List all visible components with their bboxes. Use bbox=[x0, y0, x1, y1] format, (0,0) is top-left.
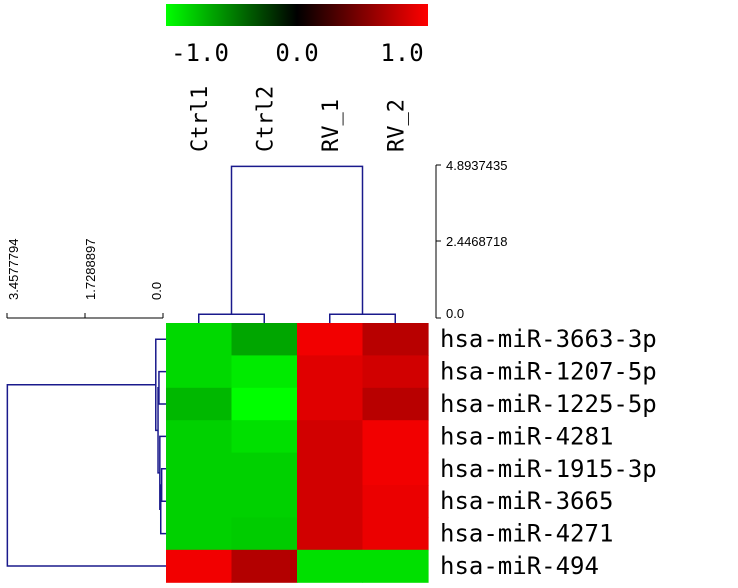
row-dendrogram-link bbox=[159, 435, 166, 511]
column-dendrogram bbox=[198, 165, 396, 323]
heatmap-cell bbox=[166, 323, 233, 356]
heatmap-cell bbox=[362, 485, 429, 518]
heatmap-cell bbox=[362, 323, 429, 356]
column-label: Ctrl1 bbox=[188, 86, 213, 152]
heatmap-cell bbox=[362, 420, 429, 454]
heatmap-cell bbox=[362, 549, 429, 583]
color-scale-tick-min: -1.0 bbox=[171, 39, 229, 67]
heatmap-cell bbox=[231, 549, 298, 583]
column-dendrogram-axis: 4.8937435 2.4468718 0.0 bbox=[435, 158, 507, 321]
row-dendrogram-link bbox=[160, 468, 166, 502]
row-label: hsa-miR-1207-5p bbox=[440, 358, 657, 386]
row-dendrogram-link bbox=[158, 370, 166, 405]
color-scale-tick-mid: 0.0 bbox=[275, 39, 318, 67]
column-label: RV_1 bbox=[319, 99, 344, 152]
heatmap-cell bbox=[166, 420, 233, 454]
color-scale-tick-max: 1.0 bbox=[380, 39, 423, 67]
row-dendrogram-tick-left: 3.4577794 bbox=[6, 239, 21, 300]
row-dendrogram-tick-right: 0.0 bbox=[149, 282, 164, 300]
row-label: hsa-miR-1915-3p bbox=[440, 455, 657, 483]
row-dendrogram bbox=[6, 338, 166, 567]
heatmap-cell bbox=[166, 355, 233, 389]
heatmap-cell bbox=[166, 452, 233, 486]
heatmap-cell bbox=[362, 452, 429, 486]
column-dendrogram-link bbox=[198, 313, 265, 323]
heatmap-cell bbox=[166, 387, 233, 421]
heatmap-cell bbox=[297, 517, 364, 551]
heatmap-cell bbox=[231, 387, 298, 421]
row-label: hsa-miR-494 bbox=[440, 552, 599, 580]
column-dendrogram-tick-mid: 2.4468718 bbox=[446, 234, 507, 249]
heatmap-cell bbox=[166, 517, 233, 551]
heatmap-cell bbox=[297, 387, 364, 421]
row-dendrogram-link bbox=[6, 384, 166, 567]
column-dendrogram-tick-top: 4.8937435 bbox=[446, 158, 507, 173]
heatmap-cell bbox=[362, 387, 429, 421]
heatmap-cell bbox=[231, 485, 298, 518]
color-scale-bar bbox=[166, 4, 428, 26]
heatmap-cell bbox=[166, 485, 233, 518]
row-labels: hsa-miR-3663-3p hsa-miR-1207-5p hsa-miR-12… bbox=[440, 325, 657, 580]
heatmap-cell bbox=[297, 452, 364, 486]
heatmap-cell bbox=[297, 420, 364, 454]
heatmap-cell bbox=[231, 517, 298, 551]
row-label: hsa-miR-1225-5p bbox=[440, 390, 657, 418]
column-label: RV_2 bbox=[384, 99, 409, 152]
row-label: hsa-miR-4271 bbox=[440, 520, 613, 548]
column-dendrogram-tick-bottom: 0.0 bbox=[446, 306, 464, 321]
heatmap-cells bbox=[166, 323, 429, 583]
row-label: hsa-miR-4281 bbox=[440, 422, 613, 450]
heatmap-cell bbox=[231, 420, 298, 454]
column-labels: Ctrl1 Ctrl2 RV_1 RV_2 bbox=[188, 86, 409, 152]
row-label: hsa-miR-3665 bbox=[440, 487, 613, 515]
heatmap-cell bbox=[231, 323, 298, 356]
heatmap-cell bbox=[166, 549, 233, 583]
heatmap-cell bbox=[297, 355, 364, 389]
heatmap-cell bbox=[297, 485, 364, 518]
heatmap-cell bbox=[297, 323, 364, 356]
heatmap-cell bbox=[362, 355, 429, 389]
heatmap-cell bbox=[297, 549, 364, 583]
row-label: hsa-miR-3663-3p bbox=[440, 325, 657, 353]
heatmap-cell bbox=[231, 355, 298, 389]
row-dendrogram-axis: 3.4577794 1.7288897 0.0 bbox=[6, 239, 164, 319]
heatmap-cell bbox=[231, 452, 298, 486]
column-label: Ctrl2 bbox=[253, 86, 278, 152]
heatmap-cell bbox=[362, 517, 429, 551]
row-dendrogram-tick-mid: 1.7288897 bbox=[83, 239, 98, 300]
column-dendrogram-link bbox=[329, 313, 396, 323]
column-dendrogram-link bbox=[230, 165, 364, 315]
